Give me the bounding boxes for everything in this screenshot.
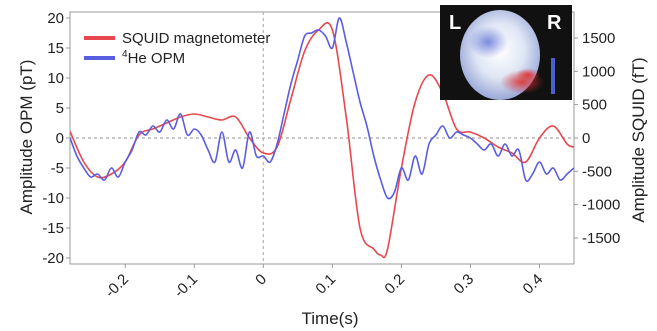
series-line-opm [70,17,574,200]
y-right-tick-label: 1500 [582,30,615,47]
x-tick-label: 0 [252,271,270,289]
y-left-tick-label: -10 [42,190,64,207]
y-left-tick-label: 5 [56,100,64,117]
y-left-tick-label: -20 [42,250,64,267]
y-left-tick-label: -5 [51,160,64,177]
inset-label-right: R [547,12,562,34]
x-tick-label: -0.1 [171,271,201,301]
x-tick-label: 0.4 [520,271,547,298]
x-tick-label: -0.2 [102,271,132,301]
y-axis-right-ticks: -1500 -1000 -500 0 500 1000 1500 [574,30,620,247]
x-tick-label: 0.1 [312,271,339,298]
y-right-tick-label: 0 [582,130,590,147]
legend-label-opm: 4He OPM [122,49,185,67]
y-left-tick-label: 0 [56,130,64,147]
x-axis-label: Time(s) [302,309,359,328]
y-axis-right-label: Amplitude SQUID (fT) [629,57,648,222]
x-tick-label: 0.2 [381,271,408,298]
y-right-tick-label: 1000 [582,63,615,80]
legend: SQUID magnetometer 4He OPM [84,30,270,67]
y-right-tick-label: -1500 [582,230,620,247]
y-axis-left-label: Amplitude OPM (pT) [17,60,36,215]
y-right-tick-label: 500 [582,97,607,114]
y-right-tick-label: -1000 [582,197,620,214]
brain-map-inset: L R [440,5,572,100]
inset-label-left: L [449,12,461,34]
series-layer [70,17,574,259]
y-axis-left-ticks: -20 -15 -10 -5 0 5 10 15 20 [42,10,70,267]
series-line-squid [70,21,574,259]
x-tick-label: 0.3 [450,271,477,298]
y-right-tick-label: -500 [582,163,612,180]
x-axis-ticks: -0.2 -0.1 0 0.1 0.2 0.3 0.4 [102,264,547,301]
y-left-tick-label: -15 [42,220,64,237]
legend-label-squid: SQUID magnetometer [122,30,270,47]
y-left-tick-label: 15 [47,40,64,57]
y-left-tick-label: 20 [47,10,64,27]
y-left-tick-label: 10 [47,70,64,87]
reference-lines [70,12,574,264]
